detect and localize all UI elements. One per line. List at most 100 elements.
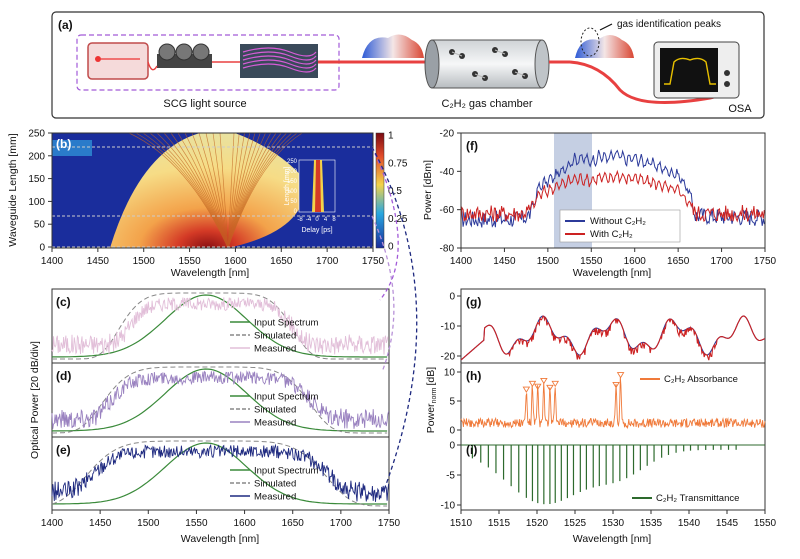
panel-f-label: (f) bbox=[466, 139, 478, 153]
peak-marker bbox=[528, 380, 537, 388]
fan-line bbox=[219, 132, 229, 249]
ghi-xtick-label: 1530 bbox=[602, 518, 625, 529]
f-xtick-label: 1400 bbox=[450, 256, 473, 267]
cde-xtick-label: 1550 bbox=[185, 518, 208, 529]
input-spectrum-line bbox=[52, 368, 388, 432]
inset-ytick-label: 200 bbox=[287, 169, 298, 175]
b-xtick-label: 1650 bbox=[270, 256, 293, 267]
legend-entry: Measured bbox=[254, 492, 296, 503]
legend-entry: Measured bbox=[254, 344, 296, 355]
peak-marker bbox=[533, 383, 542, 391]
measured-line bbox=[51, 443, 390, 502]
panel-ghi-xlabel: Wavelength [nm] bbox=[573, 533, 651, 545]
simulated-line bbox=[51, 440, 388, 507]
osa-label: OSA bbox=[728, 103, 752, 115]
b-xtick-label: 1700 bbox=[316, 256, 339, 267]
panel-f-xlabel: Wavelength [nm] bbox=[573, 267, 651, 279]
transmittance-legend: C₂H₂ Transmittance bbox=[656, 493, 739, 504]
series-line-without bbox=[460, 148, 765, 228]
inset-ytick-label: 50 bbox=[290, 199, 297, 205]
panel-a-label: (a) bbox=[58, 18, 73, 32]
panel-h-label: (h) bbox=[466, 369, 481, 383]
ghi-xtick-label: 1550 bbox=[754, 518, 777, 529]
panel-a: (a) SCG light source bbox=[51, 11, 765, 119]
panel-i-label: (i) bbox=[466, 443, 477, 457]
legend-without: Without C₂H₂ bbox=[590, 216, 646, 227]
b-xtick-label: 1500 bbox=[133, 256, 156, 267]
gas-chamber-icon bbox=[424, 39, 550, 89]
cde-xtick-label: 1750 bbox=[378, 518, 401, 529]
inset-xtick-label: 0 bbox=[315, 217, 319, 223]
peak-marker bbox=[551, 380, 560, 388]
panel-b-label: (b) bbox=[56, 137, 71, 151]
b-xtick-label: 1450 bbox=[87, 256, 110, 267]
legend-entry: Input Spectrum bbox=[254, 392, 319, 403]
peak-marker bbox=[522, 386, 531, 393]
f-ytick-label: -20 bbox=[440, 129, 455, 140]
ghi-ytick-label: -10 bbox=[441, 501, 456, 512]
simulated-line bbox=[52, 292, 388, 360]
fan-line bbox=[205, 132, 229, 249]
osa-icon bbox=[653, 41, 740, 99]
panel-e-label: (e) bbox=[56, 443, 71, 457]
ghi-ytick-label: 0 bbox=[449, 426, 455, 437]
f-xtick-label: 1450 bbox=[493, 256, 516, 267]
inset-xtick-label: 4 bbox=[324, 217, 328, 223]
panels-ghi: (g) (h) (i) 0 -10 -20 10 5 0 0 -5 -10 1510 1515 152… bbox=[425, 288, 777, 545]
simulated-line bbox=[52, 366, 388, 434]
panel-d-label: (d) bbox=[56, 369, 71, 383]
peak-marker bbox=[612, 382, 620, 389]
colorbar-tick-label: 0.5 bbox=[388, 186, 402, 197]
cde-frame bbox=[51, 288, 390, 511]
panel-c-label: (c) bbox=[56, 295, 71, 309]
ghi-ytick-label: -5 bbox=[446, 471, 455, 482]
ghi-xtick-label: 1535 bbox=[640, 518, 663, 529]
cde-xtick-label: 1700 bbox=[330, 518, 353, 529]
b-xtick-label: 1750 bbox=[362, 256, 385, 267]
inset-ytick-label: 0 bbox=[294, 209, 298, 215]
ghi-xtick-label: 1545 bbox=[716, 518, 739, 529]
series-line-with bbox=[460, 169, 765, 223]
legend-entry: Simulated bbox=[254, 479, 296, 490]
ghi-xtick-label: 1520 bbox=[526, 518, 549, 529]
inset-xlabel: Delay [ps] bbox=[301, 227, 332, 234]
b-xtick-label: 1600 bbox=[224, 256, 247, 267]
colorbar bbox=[375, 132, 385, 249]
b-ytick-label: 250 bbox=[28, 129, 45, 140]
legend-entry: Simulated bbox=[254, 405, 296, 416]
legend-entry: Input Spectrum bbox=[254, 466, 319, 477]
f-ytick-label: -60 bbox=[440, 205, 455, 216]
peaks-label: gas identification peaks bbox=[617, 19, 721, 30]
b-ytick-label: 0 bbox=[39, 243, 45, 254]
colorbar-tick-label: 0 bbox=[388, 242, 394, 253]
colorbar-tick-label: 1 bbox=[388, 131, 394, 142]
b-xtick-label: 1550 bbox=[178, 256, 201, 267]
chamber-label: C₂H₂ gas chamber bbox=[441, 98, 532, 110]
panel-f-ylabel: Power [dBm] bbox=[422, 160, 434, 220]
fan-line bbox=[212, 132, 229, 249]
fan-line bbox=[184, 132, 229, 249]
panel-cde-ylabel: Optical Power [20 dB/div] bbox=[29, 341, 41, 459]
b-ytick-label: 50 bbox=[34, 220, 46, 231]
panel-ghi-ylabel: Powernorm[dB] bbox=[425, 367, 438, 433]
f-xtick-label: 1750 bbox=[754, 256, 777, 267]
panels-cde: Input Spectrum Simulated Measured Input Spe… bbox=[29, 146, 418, 545]
colorbar-tick-label: 0.75 bbox=[388, 158, 408, 169]
spectrum-bump-icon bbox=[362, 34, 424, 58]
peak-marker bbox=[540, 377, 548, 385]
fan-line bbox=[198, 132, 229, 249]
input-spectrum-line bbox=[52, 294, 388, 358]
ghi-xtick-label: 1540 bbox=[678, 518, 701, 529]
fiber-spool-icon bbox=[157, 43, 212, 68]
fan-line bbox=[227, 132, 245, 249]
f-xtick-label: 1500 bbox=[537, 256, 560, 267]
b-ytick-label: 200 bbox=[28, 151, 45, 162]
inset-xtick-label: -4 bbox=[306, 217, 312, 223]
fan-line bbox=[177, 132, 229, 249]
scg-source-label: SCG light source bbox=[163, 98, 246, 110]
laser-icon bbox=[87, 42, 149, 80]
absorbed-spectrum-icon bbox=[575, 35, 634, 58]
